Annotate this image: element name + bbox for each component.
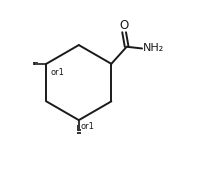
Text: or1: or1	[50, 68, 64, 77]
Text: or1: or1	[81, 122, 95, 131]
Text: O: O	[120, 19, 129, 32]
Text: NH₂: NH₂	[143, 44, 164, 53]
